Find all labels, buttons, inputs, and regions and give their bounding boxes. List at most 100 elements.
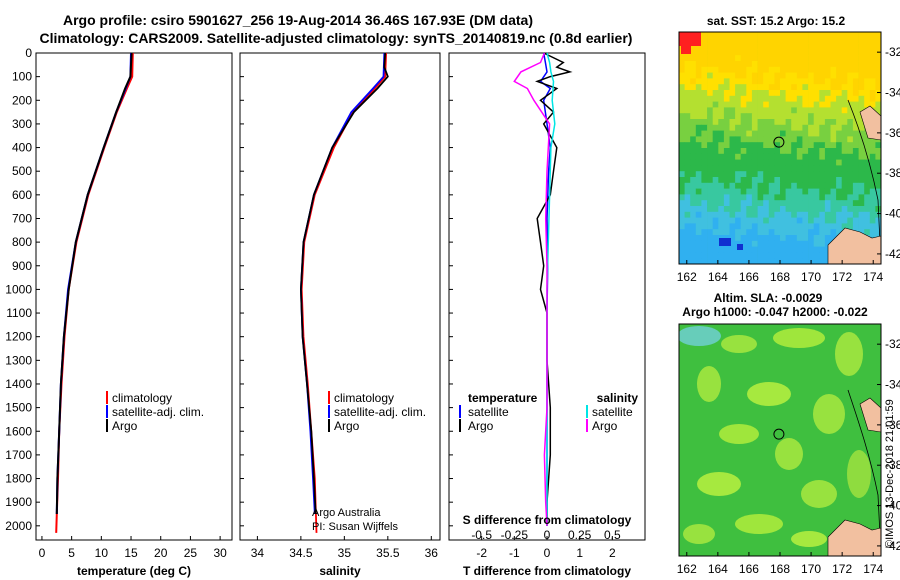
- sst-cell: [729, 200, 736, 207]
- sst-cell: [830, 171, 837, 178]
- sst-cell: [763, 229, 770, 236]
- sst-cell: [875, 107, 881, 114]
- sst-cell: [684, 107, 691, 114]
- sst-cell: [791, 229, 798, 236]
- sst-cell: [796, 246, 803, 253]
- sst-cell: [740, 55, 747, 62]
- sst-cell: [768, 113, 775, 120]
- x-tick-label: 2: [609, 546, 616, 560]
- sst-cell: [746, 194, 753, 201]
- sst-cell: [735, 124, 742, 131]
- land-patch: [827, 519, 881, 556]
- sst-cell: [690, 194, 697, 201]
- sst-cell: [763, 32, 770, 39]
- sst-cell: [796, 211, 803, 218]
- sst-cell: [824, 165, 831, 172]
- sst-cell: [824, 61, 831, 68]
- sst-cell: [690, 177, 697, 184]
- legend-s-argo: Argo: [592, 419, 618, 433]
- sst-cell: [679, 177, 685, 184]
- sst-cell: [802, 107, 809, 114]
- sst-cell: [751, 240, 758, 247]
- sst-cell: [864, 49, 871, 56]
- sst-cell: [802, 113, 809, 120]
- map-x-tick-label: 164: [708, 270, 728, 284]
- sst-cell: [740, 142, 747, 149]
- sst-cell: [808, 43, 815, 50]
- sst-cell: [684, 217, 691, 224]
- sst-cell: [723, 124, 730, 131]
- sst-cell: [836, 177, 843, 184]
- sst-cell: [785, 211, 792, 218]
- bathymetry-contour: [847, 389, 881, 556]
- sst-cell: [785, 32, 792, 39]
- sst-cell: [858, 84, 865, 91]
- sst-cell: [847, 171, 854, 178]
- sst-cell: [712, 61, 719, 68]
- sst-cell: [808, 66, 815, 73]
- sst-cell: [864, 165, 871, 172]
- temperature-panel-frame: [35, 52, 233, 541]
- sst-cell: [852, 95, 859, 102]
- sst-cell: [802, 72, 809, 79]
- sst-cell: [785, 148, 792, 155]
- sst-cell: [808, 229, 815, 236]
- sst-cell: [796, 113, 803, 120]
- sst-cell: [858, 159, 865, 166]
- sst-cell: [858, 130, 865, 137]
- sst-cell: [791, 55, 798, 62]
- sst-cell: [836, 32, 843, 39]
- sst-cell: [679, 182, 685, 189]
- sst-cell: [690, 84, 697, 91]
- sst-cell: [819, 78, 826, 85]
- sst-cell: [813, 101, 820, 108]
- sst-cell: [679, 148, 685, 155]
- sst-cell: [864, 171, 871, 178]
- sst-cell: [780, 55, 786, 62]
- sst-cell: [830, 84, 837, 91]
- sst-cell: [869, 78, 876, 85]
- sst-cell: [735, 200, 742, 207]
- sst-cell: [751, 153, 758, 160]
- sst-cell: [695, 84, 702, 91]
- sst-cell: [796, 223, 803, 230]
- sst-cell: [707, 148, 714, 155]
- sst-cell: [729, 246, 736, 253]
- sst-cell: [774, 165, 781, 172]
- legend-t-satellite: satellite: [468, 405, 509, 419]
- s-tick-label: -0.5: [471, 528, 492, 542]
- sst-cell: [718, 119, 725, 126]
- sla-map-title-line1: Altim. SLA: -0.0029: [714, 291, 823, 305]
- map-y-tick-label: -38: [885, 458, 900, 472]
- sst-cell: [847, 43, 854, 50]
- sst-cell: [701, 177, 708, 184]
- sst-cell: [746, 49, 753, 56]
- sst-cell: [735, 119, 742, 126]
- sst-cell: [679, 78, 685, 85]
- sst-cell: [684, 90, 691, 97]
- sst-cell: [701, 235, 708, 242]
- sst-cell: [864, 159, 871, 166]
- sst-cell: [701, 72, 708, 79]
- sst-cell: [864, 43, 871, 50]
- sst-cell: [875, 217, 881, 224]
- sst-cell: [679, 194, 685, 201]
- sst-cell: [735, 240, 742, 247]
- sst-cell: [723, 246, 730, 253]
- sst-cell: [751, 49, 758, 56]
- sst-cell: [808, 95, 815, 102]
- sst-cell: [796, 95, 803, 102]
- sst-cold-patch: [737, 244, 743, 250]
- sst-cell: [847, 165, 854, 172]
- sst-hot-patch: [679, 32, 701, 46]
- sst-cell: [852, 61, 859, 68]
- sst-cell: [869, 200, 876, 207]
- sst-cell: [813, 32, 820, 39]
- sst-cell: [785, 200, 792, 207]
- sst-cell: [684, 200, 691, 207]
- sst-cell: [729, 171, 736, 178]
- sst-cell: [723, 229, 730, 236]
- sst-cell: [768, 136, 775, 143]
- sst-cell: [864, 223, 871, 230]
- sst-cell: [813, 124, 820, 131]
